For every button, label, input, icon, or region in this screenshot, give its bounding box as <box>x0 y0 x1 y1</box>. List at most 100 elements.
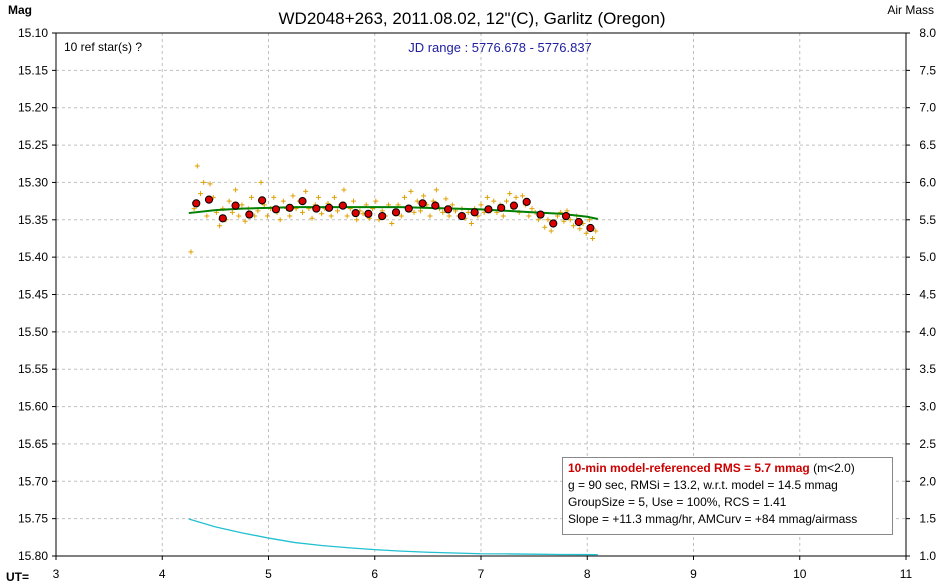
plot-frame <box>55 32 907 557</box>
legend-rms-text: 10-min model-referenced RMS = 5.7 mmag <box>568 461 810 475</box>
y-right-tick-label: 3.0 <box>919 400 936 414</box>
raw-point <box>290 193 296 199</box>
raw-point <box>468 221 474 227</box>
binned-point <box>258 196 267 205</box>
x-axis-ticks: 3 4 5 6 7 8 9 10 11 <box>53 556 913 581</box>
chart-title: WD2048+263, 2011.08.02, 12"(C), Garlitz … <box>279 9 666 28</box>
raw-point <box>500 213 506 219</box>
raw-point <box>300 209 305 215</box>
x-tick-label: 5 <box>265 567 272 581</box>
raw-point <box>484 194 490 200</box>
binned-point <box>509 201 519 210</box>
x-tick-label: 7 <box>478 567 485 581</box>
raw-point <box>478 202 484 208</box>
raw-point <box>427 213 433 219</box>
airmass-series <box>188 518 598 556</box>
y-right-tick-label: 6.5 <box>919 138 936 152</box>
raw-point <box>335 208 341 214</box>
raw-point <box>491 198 497 204</box>
raw-point <box>264 213 270 219</box>
x-axis-label: UT= <box>6 570 29 584</box>
raw-point <box>526 213 532 219</box>
raw-point <box>548 228 554 234</box>
binned-points-series <box>192 195 595 233</box>
raw-point <box>198 191 203 197</box>
binned-point <box>574 217 583 227</box>
raw-point <box>226 198 232 204</box>
binned-point <box>245 210 254 219</box>
y-left-tick-label: 15.55 <box>18 362 48 376</box>
y-left-tick-label: 15.20 <box>18 101 48 115</box>
binned-point <box>285 203 294 212</box>
legend-rms-row: 10-min model-referenced RMS = 5.7 mmag (… <box>568 460 887 477</box>
x-tick-label: 6 <box>371 567 378 581</box>
y-left-tick-label: 15.70 <box>18 474 48 488</box>
binned-point <box>457 211 466 221</box>
raw-point <box>570 223 576 229</box>
y-axis-label-right: Air Mass <box>887 3 934 17</box>
y-right-tick-label: 8.0 <box>919 26 936 40</box>
binned-point <box>536 210 545 219</box>
binned-point <box>549 219 558 228</box>
binned-point <box>192 199 201 208</box>
raw-point <box>229 209 235 215</box>
raw-point <box>402 194 407 200</box>
y-right-tick-label: 2.0 <box>919 474 936 488</box>
legend-line-4: Slope = +11.3 mmag/hr, AMCurv = +84 mmag… <box>568 512 858 526</box>
y-left-tick-label: 15.40 <box>18 250 48 264</box>
x-tick-label: 8 <box>584 567 591 581</box>
raw-point <box>236 213 242 219</box>
raw-point <box>408 188 414 194</box>
raw-point <box>446 213 452 219</box>
binned-point <box>338 201 347 210</box>
x-tick-label: 11 <box>900 567 913 581</box>
binned-point <box>231 201 240 210</box>
x-tick-label: 4 <box>159 567 166 581</box>
raw-point <box>398 213 404 219</box>
y-right-tick-label: 5.0 <box>919 250 936 264</box>
raw-point <box>593 228 599 234</box>
raw-point <box>513 194 519 200</box>
binned-point <box>522 197 531 206</box>
y-right-tick-label: 7.0 <box>919 101 936 115</box>
y-right-tick-label: 3.5 <box>919 362 936 376</box>
raw-point <box>417 208 423 214</box>
y-left-tick-label: 15.60 <box>18 400 48 414</box>
y-right-tick-label: 1.0 <box>919 549 936 563</box>
raw-point <box>567 217 573 223</box>
raw-point <box>507 191 513 197</box>
raw-point <box>319 211 325 217</box>
raw-point <box>354 217 360 223</box>
raw-point <box>504 198 509 204</box>
binned-point <box>586 223 595 233</box>
y-right-tick-label: 6.0 <box>919 175 936 189</box>
raw-point <box>255 208 261 214</box>
raw-point <box>449 202 455 208</box>
legend-line-2: g = 90 sec, RMSi = 13.2, w.r.t. model = … <box>568 478 838 492</box>
y-right-tick-label: 4.5 <box>919 288 936 302</box>
y-axis-label-left: Mag <box>8 3 32 17</box>
binned-point <box>418 199 427 208</box>
y-left-tick-label: 15.10 <box>18 26 48 40</box>
binned-point <box>404 204 413 213</box>
y-right-tick-label: 1.5 <box>919 512 936 526</box>
raw-point <box>545 217 551 223</box>
x-tick-label: 3 <box>53 567 60 581</box>
raw-point <box>535 217 541 223</box>
x-tick-label: 9 <box>690 567 697 581</box>
raw-point <box>465 209 471 215</box>
raw-point <box>433 187 439 193</box>
raw-point <box>389 221 395 227</box>
binned-point <box>364 209 373 218</box>
raw-point <box>519 193 525 199</box>
raw-point <box>331 194 337 200</box>
raw-point <box>242 218 248 224</box>
binned-point <box>470 208 479 217</box>
raw-point <box>280 198 286 204</box>
raw-point <box>351 198 356 204</box>
binned-point <box>351 208 360 218</box>
raw-point <box>309 215 315 221</box>
binned-point <box>443 205 453 214</box>
y-left-tick-label: 15.15 <box>18 63 48 77</box>
y-right-tick-label: 4.0 <box>919 325 936 339</box>
